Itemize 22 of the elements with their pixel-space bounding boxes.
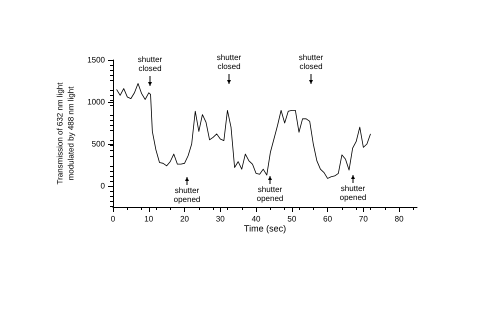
x-tick-label: 10	[144, 214, 154, 224]
x-tick-label: 50	[287, 214, 297, 224]
annotation: shutter opened	[256, 185, 284, 203]
y-tick-label: 1500	[87, 56, 106, 64]
x-tick-label: 60	[323, 214, 333, 224]
annotation: shutter opened	[340, 184, 366, 202]
annotation: shutter opened	[174, 186, 200, 204]
x-tick-label: 20	[180, 214, 190, 224]
x-tick-label: 40	[252, 214, 262, 224]
y-tick-label: 1000	[87, 98, 106, 106]
y-axis-title: Transmission of 632 nm light modulated by 488 nm light	[55, 82, 76, 184]
annotation: shutter closed	[138, 55, 163, 73]
line-series	[116, 83, 371, 179]
annotation: shutter closed	[216, 53, 242, 71]
y-tick-label: 500	[92, 140, 106, 148]
annotation: shutter closed	[298, 53, 324, 71]
x-tick-label: 0	[110, 214, 116, 224]
x-tick-label: 30	[216, 214, 226, 224]
x-axis-title: Time (sec)	[244, 223, 286, 234]
x-tick-label: 80	[394, 214, 404, 224]
y-tick-label: 0	[100, 182, 106, 190]
x-tick-label: 70	[358, 214, 368, 224]
